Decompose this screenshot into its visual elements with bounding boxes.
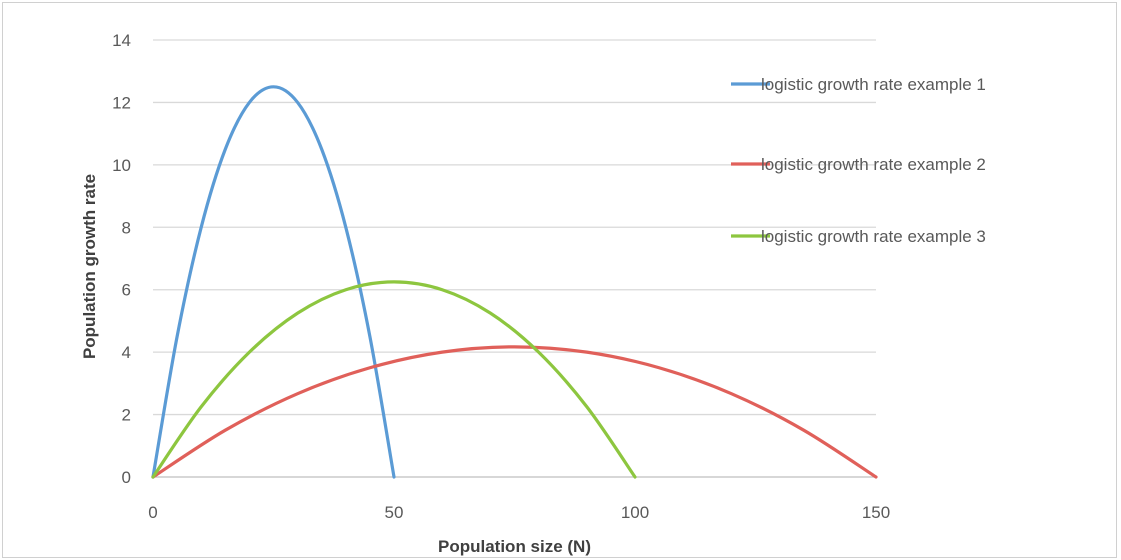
x-tick-labels: 0 50 100 150 (148, 503, 890, 522)
x-tick-label: 100 (621, 503, 649, 522)
x-tick-label: 50 (385, 503, 404, 522)
x-axis-title: Population size (N) (438, 537, 591, 556)
y-tick-labels: 0 2 4 6 8 10 12 14 (112, 31, 131, 487)
gridlines (153, 39, 876, 416)
series-line-3 (151, 280, 637, 479)
line-chart: 0 2 4 6 8 10 12 14 0 50 100 150 Population size (N… (80, 31, 986, 556)
y-tick-label: 4 (122, 343, 131, 362)
series-lines (151, 85, 878, 479)
series-line-2 (151, 345, 878, 479)
legend-label-2: logistic growth rate example 2 (761, 155, 986, 174)
legend: logistic growth rate example 1 logistic g… (731, 75, 986, 246)
y-tick-label: 2 (122, 406, 131, 425)
y-tick-label: 14 (112, 31, 131, 50)
series-line-1 (151, 85, 396, 479)
legend-label-1: logistic growth rate example 1 (761, 75, 986, 94)
y-tick-label: 0 (122, 468, 131, 487)
legend-label-3: logistic growth rate example 3 (761, 227, 986, 246)
y-tick-label: 8 (122, 218, 131, 237)
x-tick-label: 0 (148, 503, 157, 522)
x-tick-label: 150 (862, 503, 890, 522)
y-tick-label: 6 (122, 281, 131, 300)
y-axis-title: Population growth rate (80, 174, 99, 359)
y-tick-label: 10 (112, 156, 131, 175)
y-tick-label: 12 (112, 93, 131, 112)
